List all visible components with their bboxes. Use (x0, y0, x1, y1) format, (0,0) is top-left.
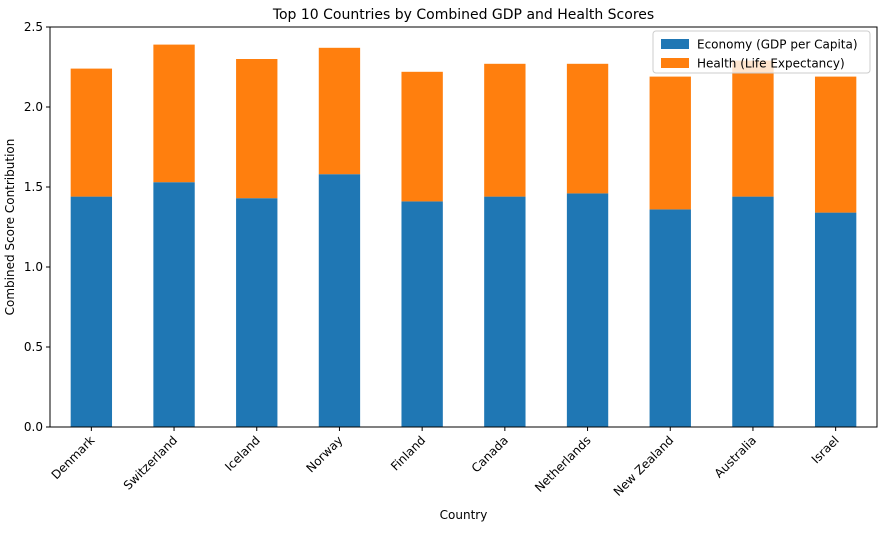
y-tick-label: 2.0 (24, 100, 43, 114)
y-tick-label: 1.0 (24, 260, 43, 274)
bar-health-finland (401, 71, 443, 202)
bar-economy-finland (401, 201, 443, 427)
chart-title: Top 10 Countries by Combined GDP and Hea… (272, 7, 654, 23)
x-tick-label: Israel (809, 433, 842, 466)
bar-health-israel (814, 76, 857, 213)
x-tick-label: Iceland (222, 433, 263, 474)
x-axis: Denmark Switzerland Iceland Norway Finland Ca… (49, 427, 842, 499)
bar-health-australia (732, 60, 774, 197)
plot-area-frame (49, 26, 878, 428)
bar-economy-netherlands (566, 193, 609, 427)
bar-economy-new-zealand (649, 209, 691, 427)
bar-health-iceland (236, 59, 278, 199)
y-tick-label: 0.5 (24, 340, 43, 354)
x-tick-label: Denmark (49, 433, 98, 482)
bar-economy-switzerland (153, 182, 195, 427)
legend-swatch (661, 58, 689, 68)
y-tick-label: 1.5 (24, 180, 43, 194)
x-tick-label: Switzerland (121, 433, 180, 492)
x-tick-label: Australia (712, 433, 759, 480)
y-axis-label: Combined Score Contribution (3, 139, 17, 316)
legend-label: Health (Life Expectancy) (697, 57, 845, 71)
bar-health-new-zealand (649, 76, 691, 210)
bar-health-switzerland (153, 44, 195, 183)
bar-health-canada (484, 63, 526, 197)
bar-health-netherlands (566, 63, 609, 194)
legend-label: Economy (GDP per Capita) (697, 38, 858, 52)
x-tick-label: New Zealand (611, 433, 677, 499)
x-tick-label: Finland (388, 433, 428, 473)
bar-health-denmark (70, 68, 113, 197)
y-axis: 0.0 0.5 1.0 1.5 2.0 2.5 (24, 20, 50, 434)
bar-economy-israel (814, 212, 857, 427)
x-tick-label: Netherlands (532, 433, 594, 495)
bar-economy-denmark (70, 196, 113, 427)
bars-group (70, 44, 857, 427)
bar-economy-australia (732, 196, 774, 427)
x-tick-label: Norway (303, 433, 345, 475)
legend-swatch (661, 39, 689, 49)
bar-economy-iceland (236, 198, 278, 427)
y-tick-label: 0.0 (24, 420, 43, 434)
y-tick-label: 2.5 (24, 20, 43, 34)
x-tick-label: Canada (469, 433, 511, 475)
legend: Economy (GDP per Capita) Health (Life Exp… (652, 30, 871, 74)
bar-health-norway (318, 47, 361, 175)
bar-economy-canada (484, 196, 526, 427)
legend-box (652, 30, 871, 74)
x-axis-label: Country (440, 508, 488, 522)
bar-economy-norway (318, 174, 361, 427)
